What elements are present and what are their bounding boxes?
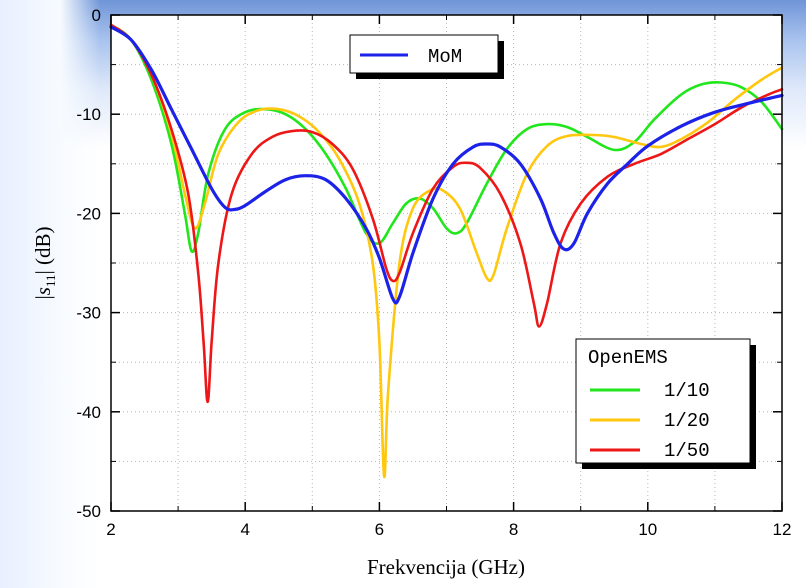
y-axis-title-unit: | (dB) (31, 227, 55, 275)
x-tick-label: 2 (106, 520, 115, 539)
y-tick-label: -30 (76, 304, 101, 323)
tick-labels: 2 4 6 8 10 12 0 -10 -20 -30 -40 -50 (76, 6, 791, 539)
series-line-1-20 (109, 23, 784, 479)
legend-label-mom: MoM (428, 46, 462, 68)
x-tick-label: 8 (509, 520, 518, 539)
y-axis-title-subscript: 11 (43, 275, 58, 288)
y-axis-title: |s11| (dB) (31, 227, 58, 300)
legend-title: OpenEMS (588, 347, 668, 369)
series-line-mom (109, 25, 784, 305)
axis-ticks (110, 14, 783, 512)
slide-left-band (0, 0, 100, 588)
x-tick-label: 4 (240, 520, 249, 539)
x-tick-label: 10 (638, 520, 657, 539)
series-line-1-50 (109, 23, 784, 404)
legend-bottom-box (575, 338, 751, 464)
legend-label-1-50: 1/50 (664, 440, 710, 462)
x-tick-label: 12 (773, 520, 792, 539)
y-tick-label: -50 (76, 502, 101, 521)
y-tick-label: -20 (76, 204, 101, 223)
y-axis-title-s: s (31, 287, 55, 295)
x-tick-label: 6 (375, 520, 384, 539)
y-axis-title-bar-left: | (31, 295, 55, 299)
legend-top: MoM (349, 34, 504, 79)
grid (111, 15, 782, 511)
legend-bottom: OpenEMS 1/10 1/20 1/50 (575, 338, 756, 469)
y-tick-label: 0 (92, 6, 101, 25)
series-layer (109, 23, 784, 479)
y-tick-label: -40 (76, 403, 101, 422)
legend-label-1-20: 1/20 (664, 410, 710, 432)
y-tick-label: -10 (76, 105, 101, 124)
x-axis-title: Frekvencija (GHz) (367, 555, 525, 579)
legend-label-1-10: 1/10 (664, 380, 710, 402)
